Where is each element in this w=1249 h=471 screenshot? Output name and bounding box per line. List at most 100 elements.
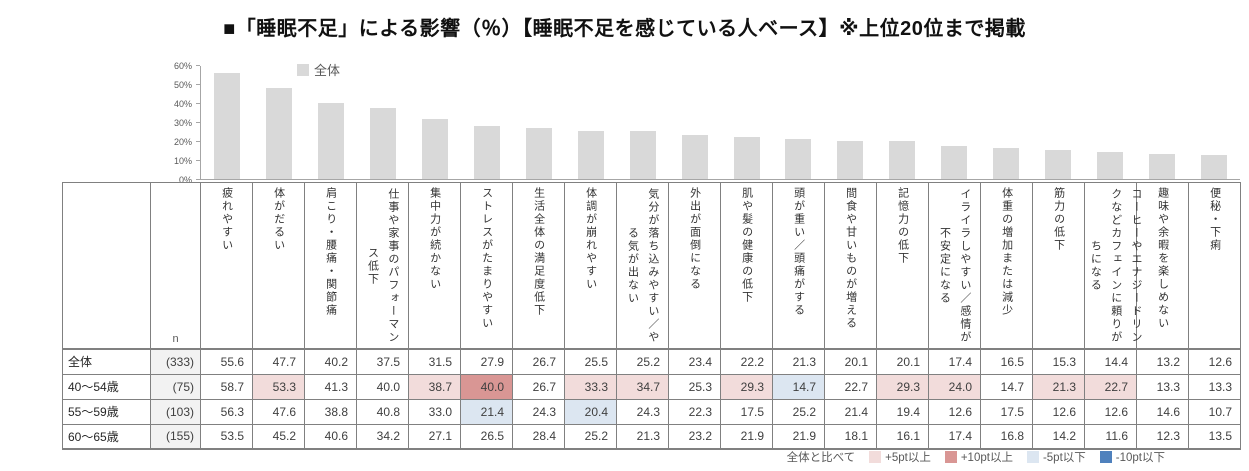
category-label: 頭が重い／頭痛がする [792, 187, 805, 317]
footer-legend-item: +5pt以上 [869, 449, 931, 465]
value-cell: 12.6 [1084, 398, 1137, 425]
value-cell: 14.2 [1032, 423, 1085, 450]
footer-legend-label: -5pt以下 [1042, 452, 1086, 464]
bar-column [824, 66, 876, 179]
bar [837, 140, 864, 179]
row-label: 55～59歳 [62, 398, 151, 425]
value-cell: 58.7 [200, 373, 253, 400]
value-cell: 29.3 [876, 373, 929, 400]
y-tick-label: 40% [173, 99, 192, 109]
category-header-row: n 疲れやすい 体がだるい 肩こり・腰痛・関節痛 仕事や家事のパフォーマンス低下 集中力… [62, 182, 1241, 350]
value-cell: 16.1 [876, 423, 929, 450]
value-cell: 33.3 [564, 373, 617, 400]
n-value-cell: (333) [150, 348, 201, 375]
value-cell: 21.9 [720, 423, 773, 450]
value-cell: 21.3 [772, 348, 825, 375]
value-cell: 17.5 [720, 398, 773, 425]
value-cell: 23.4 [668, 348, 721, 375]
legend-swatch-icon [1026, 451, 1039, 463]
table-row: 全体 (333) 55.6 47.7 40.2 37.5 31.5 27.9 26.7 25.5 2… [62, 348, 1241, 375]
value-cell: 20.1 [824, 348, 877, 375]
value-cell: 29.3 [720, 373, 773, 400]
value-cell: 27.1 [408, 423, 461, 450]
category-label-cell: コーヒーやエナジードリンクなどカフェインに頼りがちになる [1084, 182, 1142, 350]
footer-legend-label: +10pt以上 [960, 452, 1013, 464]
value-cell: 40.0 [460, 373, 513, 400]
table-row: 40～54歳 (75) 58.7 53.3 41.3 40.0 38.7 40.0 26.7 33… [62, 373, 1241, 400]
value-cell: 47.6 [252, 398, 305, 425]
y-tick-label: 30% [173, 118, 192, 128]
bar-chart [200, 66, 1240, 180]
value-cell: 21.4 [460, 398, 513, 425]
value-cell: 21.3 [1032, 373, 1085, 400]
y-tick-label: 60% [173, 61, 192, 71]
value-cell: 11.6 [1084, 423, 1137, 450]
bar-column [669, 66, 721, 179]
value-cell: 17.4 [928, 348, 981, 375]
category-label: 体がだるい [272, 187, 285, 252]
category-label: 便秘・下痢 [1208, 187, 1221, 252]
row-label: 40～54歳 [62, 373, 151, 400]
value-cell: 38.7 [408, 373, 461, 400]
footer-legend-item: -10pt以下 [1099, 449, 1165, 465]
value-cell: 41.3 [304, 373, 357, 400]
n-value-cell: (155) [150, 423, 201, 450]
value-cell: 34.2 [356, 423, 409, 450]
value-cell: 22.7 [824, 373, 877, 400]
value-cell: 21.3 [616, 423, 669, 450]
bar-column [1136, 66, 1188, 179]
value-cell: 13.3 [1136, 373, 1189, 400]
value-cell: 26.5 [460, 423, 513, 450]
row-label: 全体 [62, 348, 151, 375]
bar-column [201, 66, 253, 179]
bar [1045, 149, 1072, 179]
y-axis: 0% 10% 20% 30% 40% 50% 60% [148, 61, 200, 185]
value-cell: 45.2 [252, 423, 305, 450]
n-value-cell: (103) [150, 398, 201, 425]
value-cell: 40.8 [356, 398, 409, 425]
value-cell: 21.9 [772, 423, 825, 450]
category-label-cell: 生活全体の満足度低下 [512, 182, 565, 350]
chart-legend: 全体 [297, 60, 340, 79]
category-label-cell: イライラしやすい／感情が不安定になる [928, 182, 981, 350]
value-cell: 25.2 [564, 423, 617, 450]
data-table: n 疲れやすい 体がだるい 肩こり・腰痛・関節痛 仕事や家事のパフォーマンス低下 集中力… [62, 182, 1241, 450]
value-cell: 12.6 [1032, 398, 1085, 425]
bar [785, 138, 812, 179]
value-cell: 34.7 [616, 373, 669, 400]
value-cell: 56.3 [200, 398, 253, 425]
category-label-cell: 体がだるい [252, 182, 305, 350]
bar-column [513, 66, 565, 179]
category-label-cell: 趣味や余暇を楽しめない [1136, 182, 1189, 350]
value-cell: 12.6 [928, 398, 981, 425]
bar [681, 134, 708, 179]
value-cell: 22.2 [720, 348, 773, 375]
value-cell: 22.7 [1084, 373, 1137, 400]
value-cell: 13.2 [1136, 348, 1189, 375]
value-cell: 17.5 [980, 398, 1033, 425]
category-label: 生活全体の満足度低下 [532, 187, 545, 317]
value-cell: 31.5 [408, 348, 461, 375]
category-label-cell: ストレスがたまりやすい [460, 182, 513, 350]
category-label-cell: 気分が落ち込みやすい／やる気が出ない [616, 182, 669, 350]
bar-column [721, 66, 773, 179]
value-cell: 53.5 [200, 423, 253, 450]
value-cell: 13.5 [1188, 423, 1241, 450]
value-cell: 14.7 [772, 373, 825, 400]
value-cell: 26.7 [512, 373, 565, 400]
value-cell: 25.5 [564, 348, 617, 375]
value-cell: 14.7 [980, 373, 1033, 400]
value-cell: 38.8 [304, 398, 357, 425]
y-tick-mark [196, 160, 200, 161]
category-label: 肌や髪の健康の低下 [740, 187, 753, 304]
bar [421, 119, 448, 179]
value-cell: 23.2 [668, 423, 721, 450]
category-label-cell: 間食や甘いものが増える [824, 182, 877, 350]
value-cell: 15.3 [1032, 348, 1085, 375]
category-label: 体重の増加または減少 [1000, 187, 1013, 317]
value-cell: 16.5 [980, 348, 1033, 375]
bar [1149, 153, 1176, 179]
category-label-cell: 体重の増加または減少 [980, 182, 1033, 350]
value-cell: 37.5 [356, 348, 409, 375]
